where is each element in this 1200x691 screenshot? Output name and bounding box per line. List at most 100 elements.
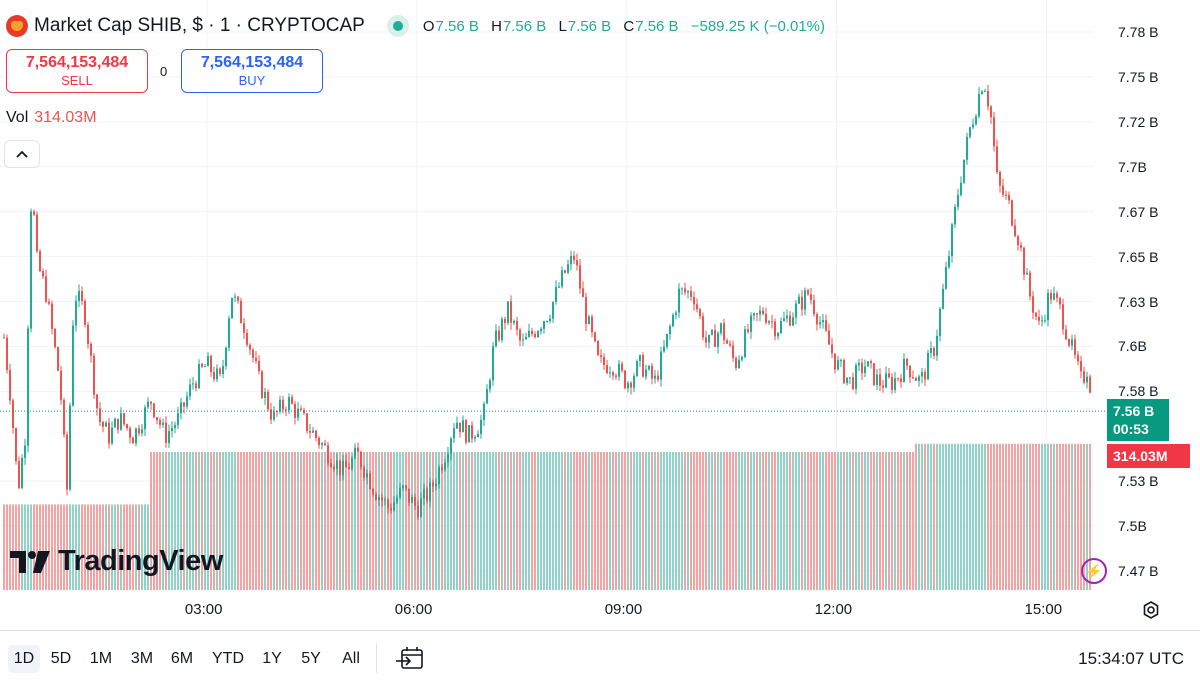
volume-bar — [549, 452, 551, 590]
tradingview-logo[interactable]: TradingView — [8, 544, 223, 578]
candle-body — [585, 297, 587, 325]
collapse-legend-button[interactable] — [4, 140, 40, 168]
candle-body — [969, 127, 971, 137]
volume-bar — [348, 452, 350, 590]
candle-body — [429, 482, 431, 501]
candle-body — [1059, 297, 1061, 305]
volume-bar — [753, 452, 755, 590]
volume-bar — [297, 452, 299, 590]
candle-body — [75, 300, 77, 326]
volume-bar — [756, 452, 758, 590]
candle-body — [681, 288, 683, 290]
settings-icon[interactable] — [1141, 600, 1161, 620]
sell-button[interactable]: 7,564,153,484 SELL — [6, 49, 148, 93]
volume-bar — [417, 452, 419, 590]
candle-body — [276, 411, 278, 413]
candle-body — [834, 353, 836, 370]
candle-body — [771, 321, 773, 323]
candle-body — [540, 328, 542, 332]
range-button-5d[interactable]: 5D — [50, 650, 72, 667]
volume-bar — [810, 452, 812, 590]
sell-price: 7,564,153,484 — [25, 54, 129, 71]
candle-body — [246, 332, 248, 345]
volume-bar — [684, 452, 686, 590]
volume-bar — [1044, 443, 1046, 590]
candle-body — [996, 146, 998, 173]
candle-body — [945, 267, 947, 289]
candle-body — [315, 430, 317, 438]
lightning-icon[interactable]: ⚡ — [1081, 558, 1107, 584]
candle-body — [156, 417, 158, 421]
candle-body — [1065, 329, 1067, 340]
candle-body — [93, 355, 95, 395]
candle-body — [45, 276, 47, 302]
volume-bar — [186, 452, 188, 590]
volume-bar — [693, 452, 695, 590]
candle-body — [558, 286, 560, 288]
range-button-1m[interactable]: 1M — [89, 650, 113, 667]
candle-body — [360, 451, 362, 468]
range-button-1y[interactable]: 1Y — [262, 650, 282, 667]
candle-body — [87, 324, 89, 344]
range-button-ytd[interactable]: YTD — [212, 650, 244, 667]
volume-bar — [591, 452, 593, 590]
compare-dates-icon[interactable] — [396, 645, 424, 671]
market-status-icon[interactable] — [386, 15, 409, 37]
volume-bar — [660, 452, 662, 590]
volume-label: Vol — [6, 109, 29, 126]
volume-bar — [714, 452, 716, 590]
candle-body — [753, 313, 755, 316]
volume-bar — [24, 504, 26, 590]
candle-body — [111, 427, 113, 444]
candle-body — [582, 288, 584, 298]
volume-bar — [39, 504, 41, 590]
volume-bar — [117, 504, 119, 590]
volume-bar — [702, 452, 704, 590]
volume-bar — [675, 452, 677, 590]
range-button-3m[interactable]: 3M — [130, 650, 154, 667]
volume-bar — [1086, 443, 1088, 590]
volume-bar — [597, 452, 599, 590]
candle-body — [426, 488, 428, 501]
range-button-1d[interactable]: 1D — [8, 645, 40, 673]
volume-bar — [765, 452, 767, 590]
volume-bar — [540, 452, 542, 590]
volume-bar — [111, 504, 113, 590]
volume-bar — [1071, 443, 1073, 590]
volume-bar — [510, 452, 512, 590]
volume-bar — [156, 452, 158, 590]
candle-body — [795, 303, 797, 318]
volume-bar — [267, 452, 269, 590]
volume-bar — [459, 452, 461, 590]
range-button-all[interactable]: All — [342, 650, 360, 667]
utc-clock[interactable]: 15:34:07 UTC — [1078, 649, 1184, 668]
buy-button[interactable]: 7,564,153,484 BUY — [181, 49, 323, 93]
candle-body — [975, 116, 977, 125]
symbol-title[interactable]: Market Cap SHIB, $ · 1 · CRYPTOCAP — [34, 15, 365, 36]
range-button-6m[interactable]: 6M — [170, 650, 194, 667]
volume-bar — [1011, 443, 1013, 590]
candle-body — [657, 375, 659, 380]
volume-bar — [759, 452, 761, 590]
volume-bar — [30, 504, 32, 590]
candlestick-chart[interactable] — [0, 0, 1200, 630]
volume-bar — [381, 452, 383, 590]
volume-bar — [168, 452, 170, 590]
candle-body — [627, 382, 629, 389]
candle-body — [468, 425, 470, 443]
candle-body — [471, 425, 473, 439]
bar-countdown: 00:53 — [1113, 421, 1149, 437]
candle-body — [726, 340, 728, 344]
volume-bar — [774, 452, 776, 590]
volume-bar — [585, 452, 587, 590]
volume-bar — [564, 452, 566, 590]
range-button-5y[interactable]: 5Y — [301, 650, 321, 667]
volume-bar — [651, 452, 653, 590]
volume-bar — [1005, 443, 1007, 590]
volume-bar — [207, 452, 209, 590]
candle-body — [702, 316, 704, 338]
candle-body — [234, 296, 236, 298]
candle-body — [228, 318, 230, 348]
volume-bar — [816, 452, 818, 590]
candle-body — [705, 337, 707, 343]
